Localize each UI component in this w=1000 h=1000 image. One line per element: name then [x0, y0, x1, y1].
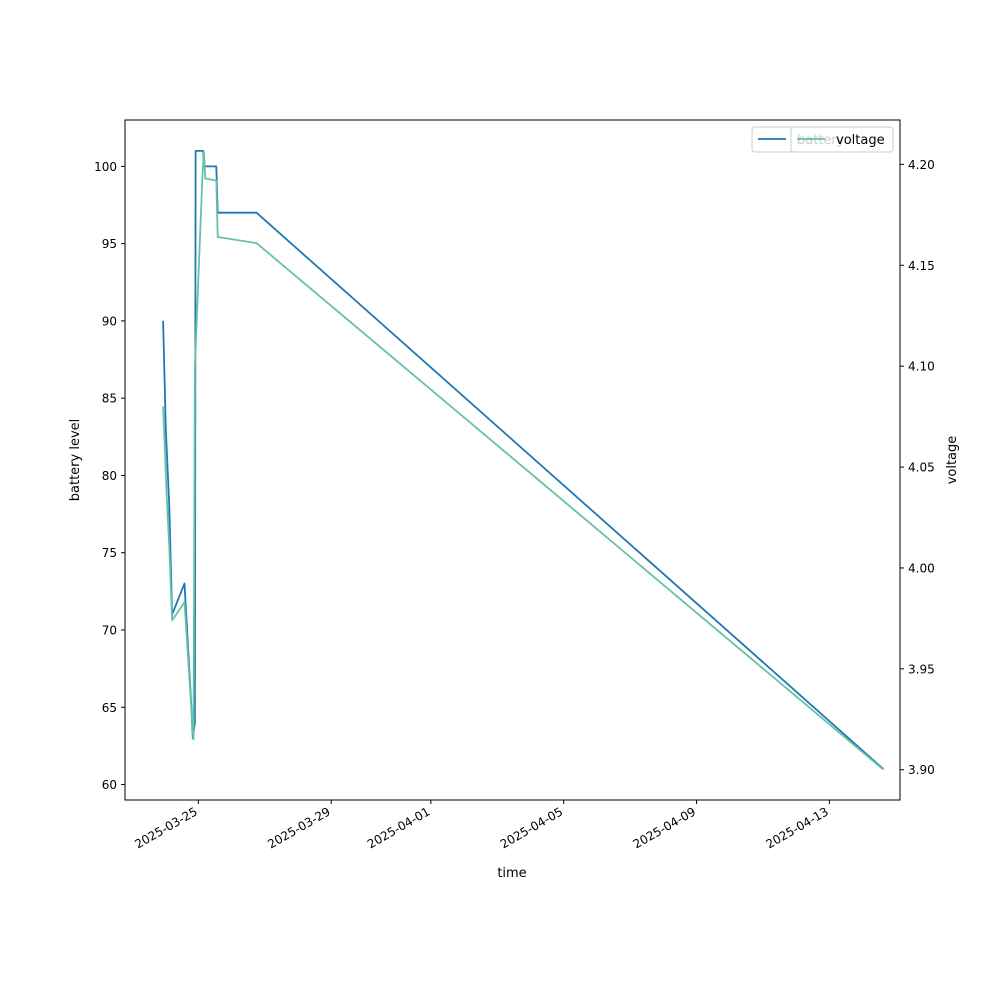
left-tick-label: 80	[102, 469, 117, 483]
left-tick-label: 65	[102, 701, 117, 715]
left-axis-title: battery level	[68, 419, 83, 502]
right-tick-label: 4.00	[908, 561, 935, 575]
legend-voltage: voltage	[790, 126, 894, 153]
right-axis-title: voltage	[945, 436, 960, 485]
right-axis: 3.90 3.95 4.00 4.05 4.10 4.15 4.20	[900, 158, 935, 777]
series-layer	[162, 149, 884, 771]
right-tick-label: 3.90	[908, 763, 935, 777]
right-tick-label: 4.10	[908, 360, 935, 374]
legend-voltage-frame	[790, 126, 894, 153]
right-tick-label: 4.05	[908, 461, 935, 475]
series-line-voltage	[162, 151, 884, 771]
plot-frame	[124, 119, 901, 801]
left-axis: 60 65 70 75 80 85 90 95 100	[94, 160, 125, 792]
left-tick-label: 75	[102, 546, 117, 560]
legend-voltage-label: voltage	[836, 133, 885, 148]
left-tick-label: 95	[102, 237, 117, 251]
plot-area	[125, 120, 900, 800]
left-tick-label: 85	[102, 392, 117, 406]
left-tick-label: 90	[102, 314, 117, 328]
right-tick-label: 4.20	[908, 158, 935, 172]
left-tick-label: 60	[102, 778, 117, 792]
left-tick-label: 70	[102, 624, 117, 638]
left-tick-label: 100	[94, 160, 117, 174]
right-tick-label: 3.95	[908, 662, 935, 676]
x-axis-title: time	[497, 866, 526, 881]
right-tick-label: 4.15	[908, 259, 935, 273]
